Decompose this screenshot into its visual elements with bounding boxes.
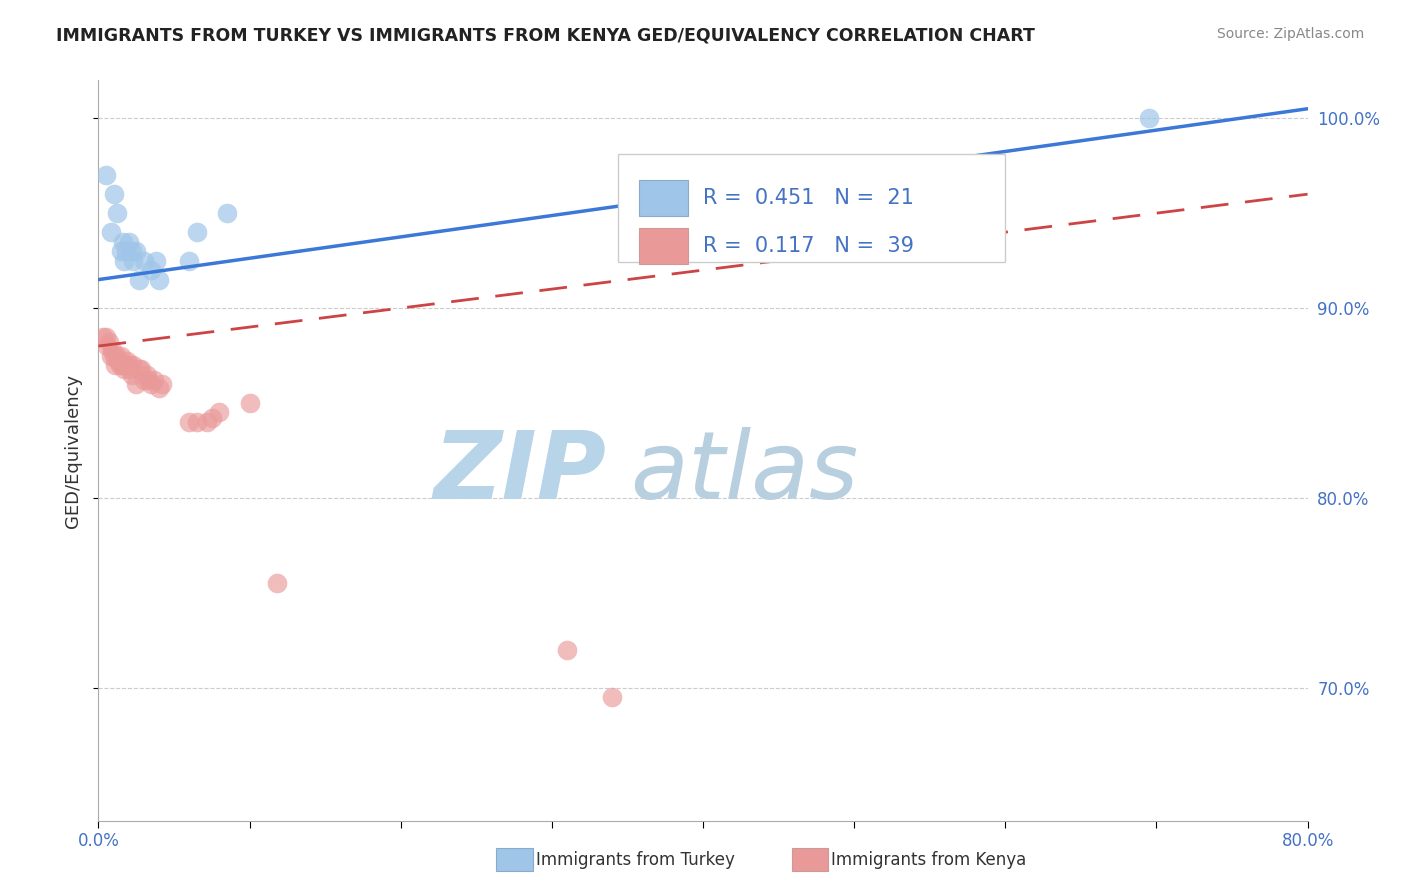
Point	[141, 263, 163, 277]
Point	[148, 272, 170, 286]
Text: atlas: atlas	[630, 427, 859, 518]
Point	[111, 235, 134, 249]
Point	[112, 253, 135, 268]
Point	[128, 361, 150, 376]
Point	[215, 206, 238, 220]
Point	[111, 358, 134, 372]
Point	[186, 415, 208, 429]
Text: Immigrants from Turkey: Immigrants from Turkey	[536, 851, 734, 869]
FancyBboxPatch shape	[638, 180, 689, 216]
Point	[195, 415, 218, 429]
Point	[132, 253, 155, 268]
Point	[91, 329, 114, 343]
Point	[179, 253, 201, 268]
Point	[121, 244, 143, 259]
Point	[125, 244, 148, 259]
Point	[129, 361, 152, 376]
Point	[135, 368, 157, 382]
Point	[100, 349, 122, 363]
Point	[114, 358, 136, 372]
Point	[128, 272, 150, 286]
Point	[121, 368, 143, 382]
Point	[94, 329, 117, 343]
Point	[555, 642, 578, 657]
Text: Source: ZipAtlas.com: Source: ZipAtlas.com	[1216, 27, 1364, 41]
Point	[115, 354, 138, 368]
Point	[208, 405, 231, 419]
Point	[110, 244, 132, 259]
Point	[118, 361, 141, 376]
Point	[122, 358, 145, 372]
Point	[125, 377, 148, 392]
Point	[141, 377, 163, 392]
Point	[145, 253, 167, 268]
Point	[132, 373, 155, 387]
Point	[239, 396, 262, 410]
Point	[108, 358, 131, 372]
Point	[103, 187, 125, 202]
Point	[100, 225, 122, 239]
Point	[602, 690, 624, 705]
Point	[122, 253, 145, 268]
Point	[107, 354, 129, 368]
Point	[110, 349, 132, 363]
Point	[136, 373, 159, 387]
Point	[112, 361, 135, 376]
Text: Immigrants from Kenya: Immigrants from Kenya	[831, 851, 1026, 869]
Point	[150, 377, 173, 392]
Point	[118, 235, 141, 249]
Text: IMMIGRANTS FROM TURKEY VS IMMIGRANTS FROM KENYA GED/EQUIVALENCY CORRELATION CHAR: IMMIGRANTS FROM TURKEY VS IMMIGRANTS FRO…	[56, 27, 1035, 45]
Point	[179, 415, 201, 429]
Point	[266, 576, 288, 591]
Point	[201, 411, 224, 425]
Y-axis label: GED/Equivalency: GED/Equivalency	[65, 374, 83, 527]
Text: R =  0.117   N =  39: R = 0.117 N = 39	[703, 236, 914, 256]
Point	[94, 168, 117, 182]
Point	[105, 349, 128, 363]
Point	[120, 358, 142, 372]
Point	[98, 335, 121, 350]
FancyBboxPatch shape	[638, 228, 689, 264]
Point	[186, 225, 208, 239]
Text: ZIP: ZIP	[433, 426, 606, 518]
Point	[103, 349, 125, 363]
FancyBboxPatch shape	[619, 154, 1005, 261]
Point	[148, 381, 170, 395]
Point	[104, 358, 127, 372]
Point	[101, 343, 124, 357]
Point	[96, 339, 118, 353]
Point	[105, 206, 128, 220]
Point	[114, 244, 136, 259]
Text: R =  0.451   N =  21: R = 0.451 N = 21	[703, 188, 914, 208]
Point	[1137, 112, 1160, 126]
Point	[143, 373, 166, 387]
